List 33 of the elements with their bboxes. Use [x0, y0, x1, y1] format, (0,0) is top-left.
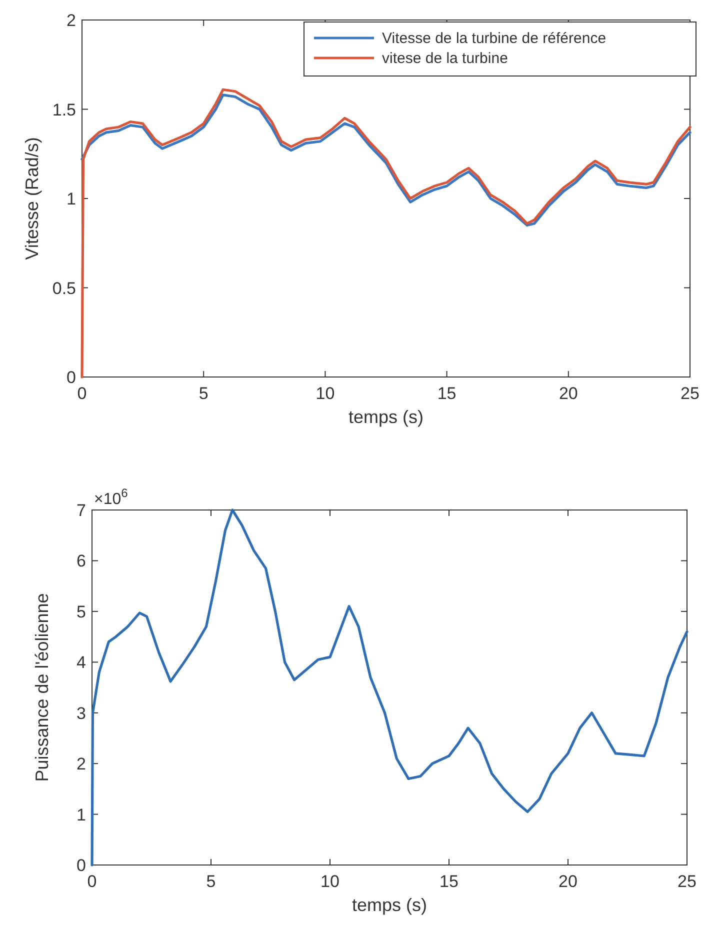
- x-axis-title: temps (s): [352, 895, 428, 915]
- y-tick-label: 6: [76, 552, 86, 571]
- y-tick-label: 3: [76, 704, 86, 723]
- y-tick-label: 7: [76, 501, 86, 520]
- x-tick-label: 5: [206, 872, 216, 891]
- y-tick-label: 4: [76, 653, 86, 672]
- line-series: [80, 94, 692, 227]
- y-axis-title: Vitesse (Rad/s): [22, 137, 42, 260]
- x-tick-label: 10: [316, 384, 335, 403]
- x-axis-title: temps (s): [348, 407, 424, 427]
- x-tick-label: 5: [198, 384, 208, 403]
- x-tick-label: 20: [558, 872, 578, 891]
- y-tick-label: 1.5: [52, 100, 76, 120]
- y-tick-label: 1: [76, 805, 86, 824]
- y-tick-label: 0: [66, 368, 76, 387]
- x-tick-label: 15: [440, 872, 458, 891]
- y-tick-label: 1: [66, 190, 76, 208]
- y-tick-label: 2: [66, 11, 76, 30]
- text: ×10$^{6}$: [94, 486, 128, 508]
- y-tick-label: 0.5: [52, 278, 76, 298]
- y-axis-title: Puissance de l'éolienne: [32, 593, 52, 782]
- x-tick-label: 10: [320, 872, 340, 891]
- line-series: [80, 88, 692, 378]
- y-tick-label: 5: [76, 602, 86, 622]
- x-tick-label: 25: [680, 384, 700, 403]
- legend-label: Vitesse de la turbine de référence: [382, 30, 606, 47]
- y-tick-label: 2: [76, 754, 86, 774]
- legend-label: vitese de la turbine: [382, 50, 508, 67]
- x-tick-label: 25: [678, 872, 696, 891]
- y-tick-label: 0: [76, 856, 86, 875]
- x-tick-label: 15: [437, 384, 456, 403]
- line-series: [90, 508, 688, 866]
- x-tick-label: 20: [558, 384, 578, 403]
